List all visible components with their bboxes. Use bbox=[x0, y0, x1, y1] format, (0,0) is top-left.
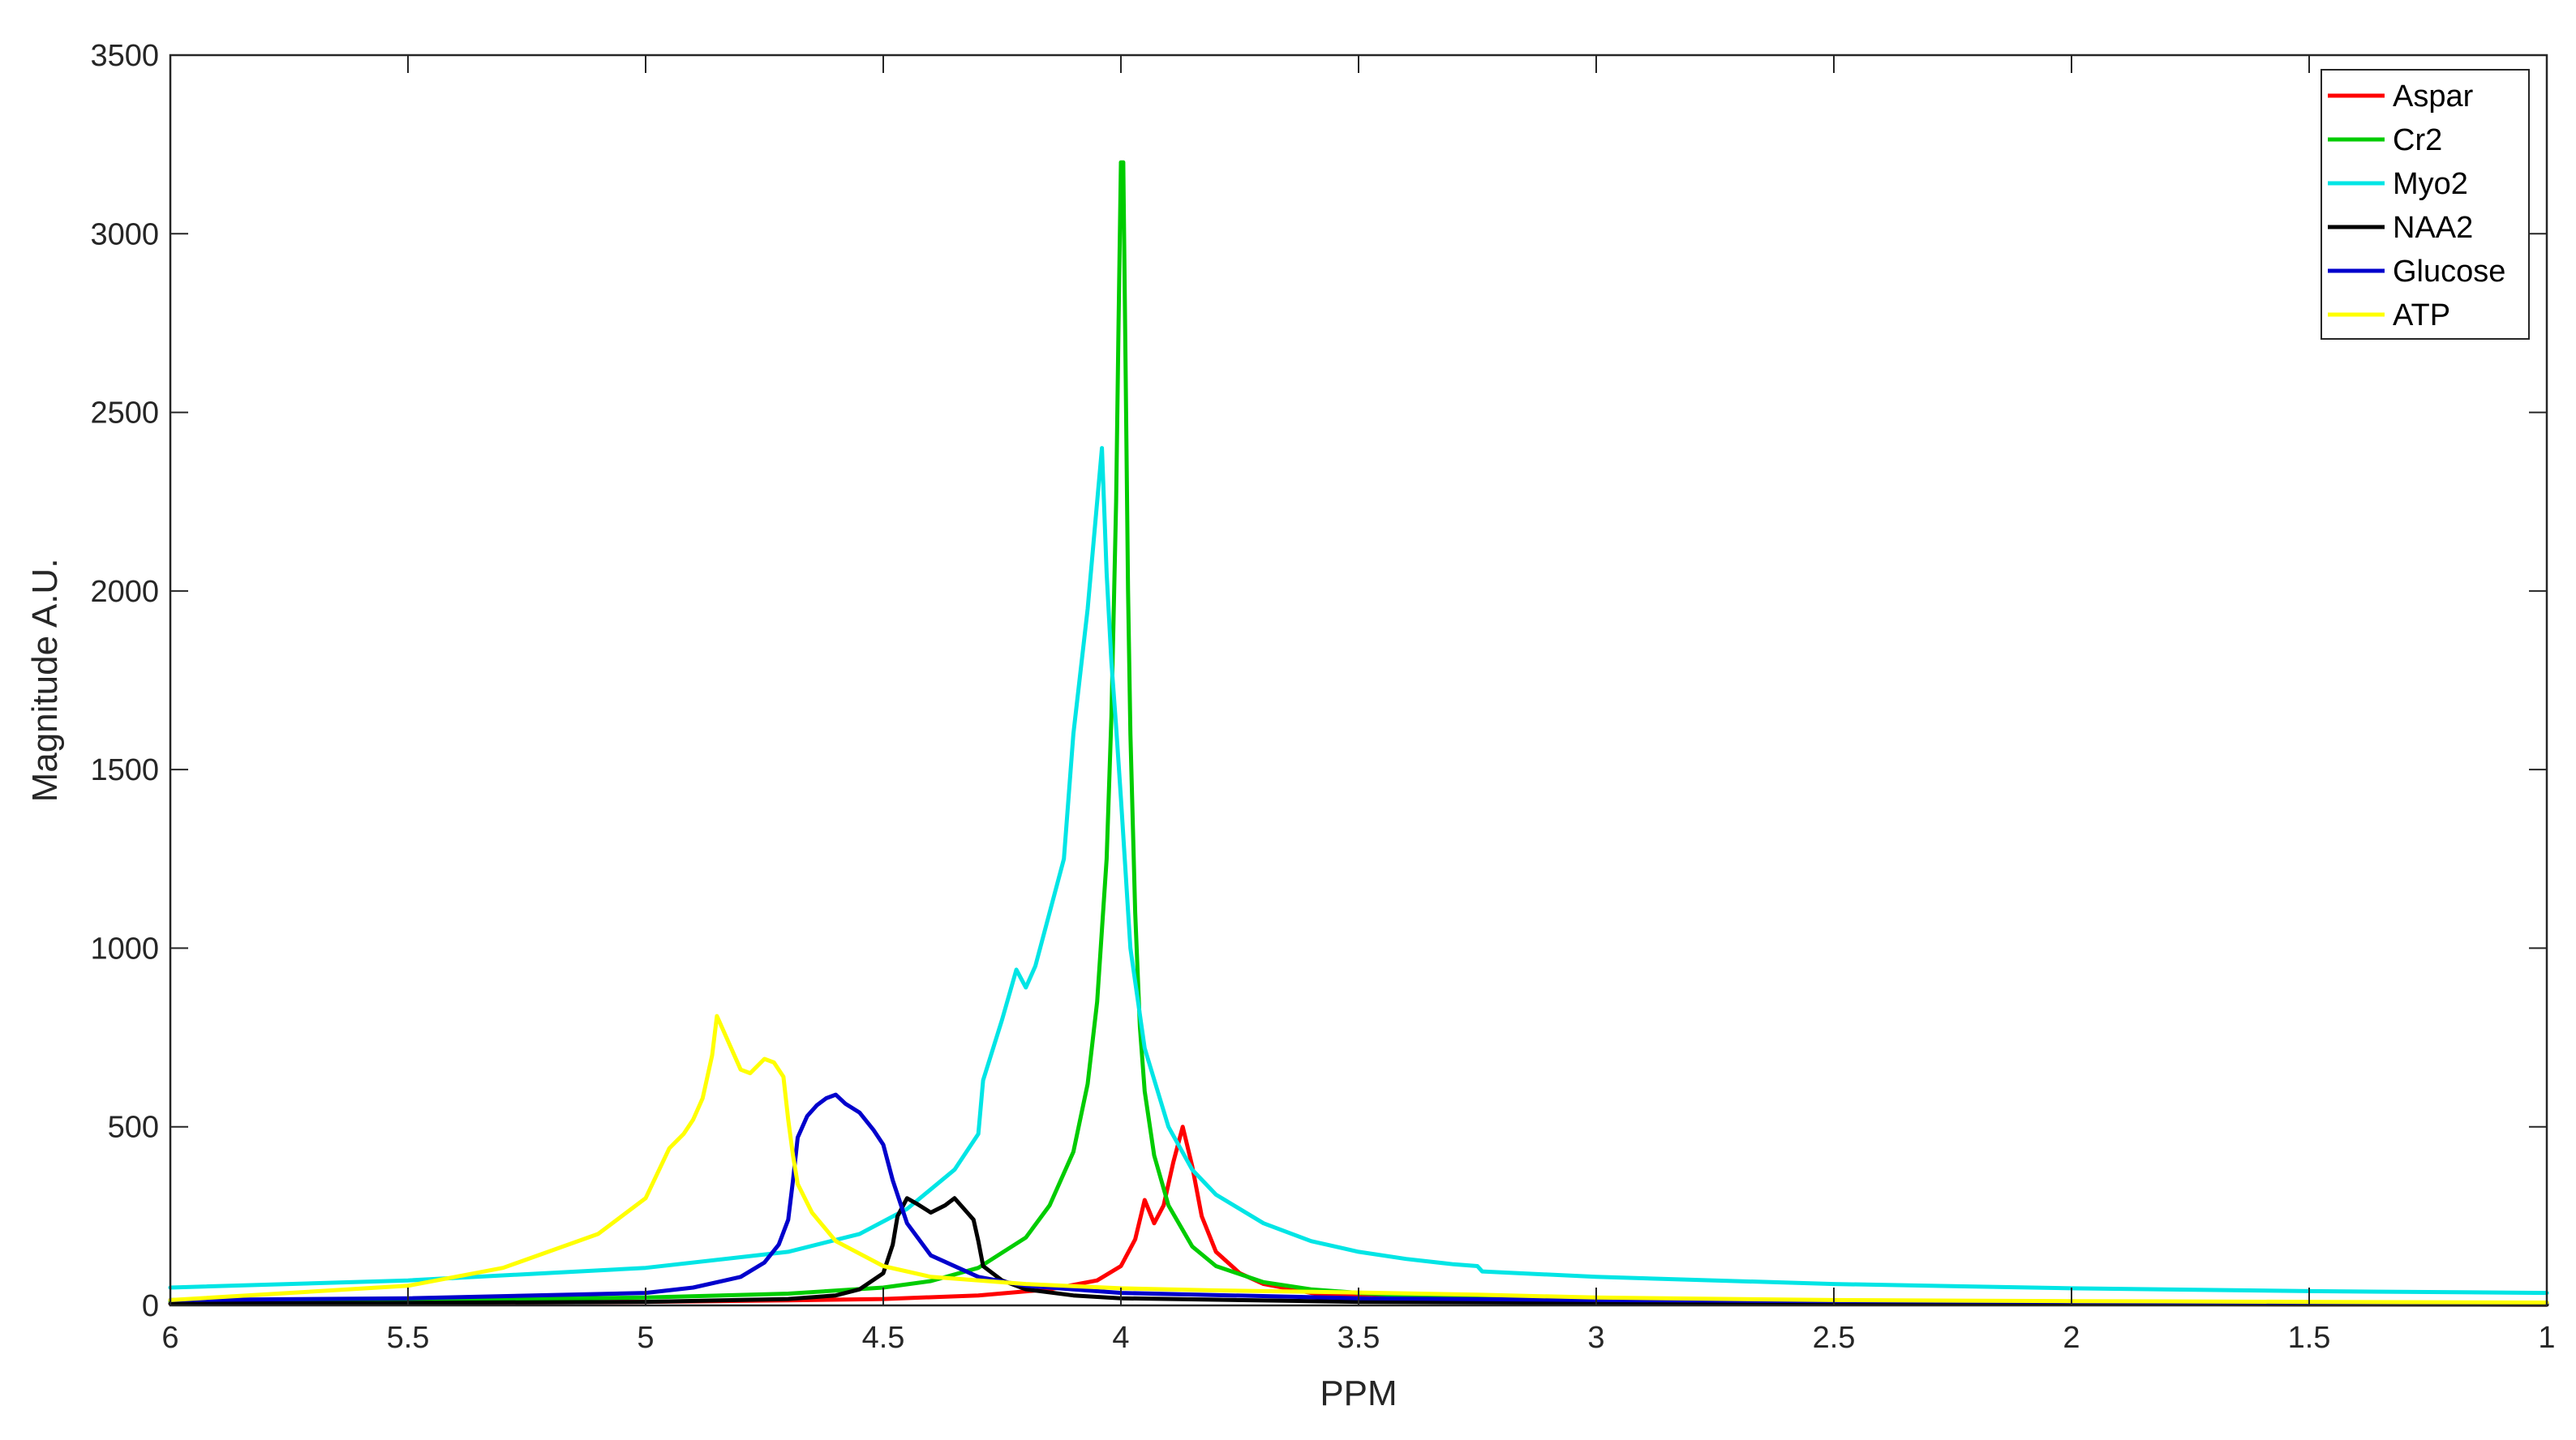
x-tick-label: 3 bbox=[1587, 1321, 1604, 1355]
x-tick-label: 4 bbox=[1112, 1321, 1129, 1355]
legend-label-naa2: NAA2 bbox=[2393, 211, 2473, 245]
legend-label-cr2: Cr2 bbox=[2393, 123, 2442, 157]
y-tick-label: 2000 bbox=[90, 575, 159, 609]
tick-layer: 6 5.5 5 4.5 4 3.5 3 2.5 2 1.5 1 0 500 1000 1500 2000 250… bbox=[90, 39, 2555, 1355]
y-tick-label: 0 bbox=[142, 1289, 159, 1323]
series-line-atp bbox=[168, 1014, 2549, 1305]
x-tick-label: 1 bbox=[2538, 1321, 2555, 1355]
legend-box bbox=[2321, 69, 2530, 340]
x-tick-label: 5.5 bbox=[387, 1321, 430, 1355]
x-tick-label: 5 bbox=[637, 1321, 654, 1355]
series-line-myo2 bbox=[168, 446, 2549, 1296]
x-tick-label: 3.5 bbox=[1337, 1321, 1380, 1355]
y-tick-label: 500 bbox=[108, 1111, 159, 1145]
legend-label-aspar: Aspar bbox=[2393, 79, 2474, 114]
plot-border bbox=[169, 54, 2548, 1307]
legend-label-myo2: Myo2 bbox=[2393, 167, 2468, 201]
y-tick-label: 3500 bbox=[90, 39, 159, 73]
series-line-glucose bbox=[168, 1092, 2549, 1305]
y-tick-label: 2500 bbox=[90, 396, 159, 431]
x-tick-label: 2 bbox=[2063, 1321, 2080, 1355]
x-tick-label: 1.5 bbox=[2288, 1321, 2331, 1355]
y-tick-label: 3000 bbox=[90, 217, 159, 251]
x-axis-label: PPM bbox=[1320, 1374, 1397, 1413]
plot-area bbox=[170, 55, 2547, 1305]
legend: Aspar Cr2 Myo2 NAA2 Glucose ATP bbox=[2321, 69, 2530, 340]
legend-label-atp: ATP bbox=[2393, 298, 2450, 332]
legend-label-glucose: Glucose bbox=[2393, 255, 2505, 289]
x-tick-label: 4.5 bbox=[862, 1321, 905, 1355]
y-axis-label: Magnitude A.U. bbox=[25, 559, 65, 803]
series-line-naa2 bbox=[168, 1196, 2549, 1307]
x-tick-label: 2.5 bbox=[1813, 1321, 1856, 1355]
y-tick-label: 1000 bbox=[90, 932, 159, 966]
x-tick-label: 6 bbox=[161, 1321, 178, 1355]
series-layer bbox=[168, 160, 2549, 1307]
y-tick-label: 1500 bbox=[90, 753, 159, 787]
